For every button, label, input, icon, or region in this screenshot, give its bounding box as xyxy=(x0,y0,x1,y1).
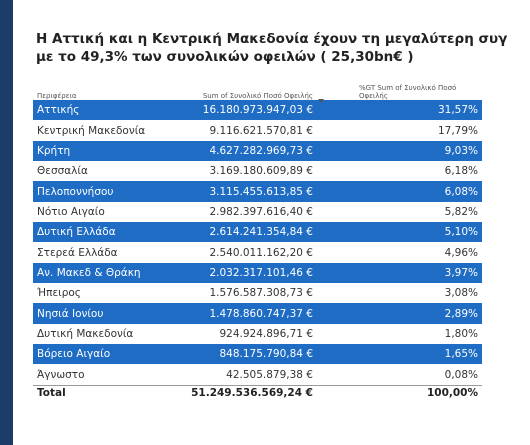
table-row: Δυτική Μακεδονία 924.924.896,71 € 1,80% xyxy=(33,324,482,344)
cell: 2.614.241.354,84 € xyxy=(209,226,313,239)
column-header[interactable]: Sum of Συνολικό Ποσό Οφειλής xyxy=(202,92,313,100)
table-row: Άγνωστο 42.505.879,38 € 0,08% xyxy=(33,364,482,384)
cell: 1.576.587.308,73 € xyxy=(209,287,313,300)
cell: Νότιο Αιγαίο xyxy=(37,205,105,218)
cell: Άγνωστο xyxy=(37,368,85,381)
cell: 3.169.180.609,89 € xyxy=(209,165,313,178)
cell: 3.115.455.613,85 € xyxy=(209,185,313,198)
cell: Αν. Μακεδ & Θράκη xyxy=(37,266,141,279)
cell: 6,18% xyxy=(444,165,478,178)
table-row: Αττικής 16.180.973.947,03 € 31,57% xyxy=(33,100,482,121)
cell: Κεντρική Μακεδονία xyxy=(37,124,146,137)
table-row: Νησιά Ιονίου 1.478.860.747,37 € 2,89% xyxy=(33,303,482,324)
title-line: Η Αττική και η Κεντρική Μακεδονία έχουν … xyxy=(36,31,508,47)
cell: 6,08% xyxy=(444,185,478,198)
cell: 2.540.011.162,20 € xyxy=(209,246,313,259)
cell: 51.249.536.569,24 € xyxy=(191,386,313,399)
cell: 5,10% xyxy=(444,226,478,239)
cell: 2.982.397.616,40 € xyxy=(209,205,313,218)
cell: 2,89% xyxy=(444,307,478,320)
table-row: Νότιο Αιγαίο 2.982.397.616,40 € 5,82% xyxy=(33,202,482,222)
cell: 0,08% xyxy=(444,368,478,381)
cell: 848.175.790,84 € xyxy=(219,348,313,361)
cell: 9,03% xyxy=(444,144,478,157)
table: Περιφέρεια Sum of Συνολικό Ποσό Οφειλής %G… xyxy=(33,84,482,400)
cell: Στερεά Ελλάδα xyxy=(37,246,118,259)
total-row: Total 51.249.536.569,24 € 100,00% xyxy=(33,384,482,400)
cell: Θεσσαλία xyxy=(37,165,88,178)
cell: 1,65% xyxy=(444,348,478,361)
cell: 1,80% xyxy=(444,327,478,340)
cell: 4.627.282.969,73 € xyxy=(209,144,313,157)
cell: 9.116.621.570,81 € xyxy=(209,124,313,137)
table-row: Κρήτη 4.627.282.969,73 € 9,03% xyxy=(33,140,482,162)
title: Η Αττική και η Κεντρική Μακεδονία έχουν … xyxy=(36,30,530,66)
cell: 100,00% xyxy=(426,386,478,399)
cell: Αττικής xyxy=(37,104,80,117)
cell: Νησιά Ιονίου xyxy=(37,307,104,320)
table-row: Βόρειο Αιγαίο 848.175.790,84 € 1,65% xyxy=(33,344,482,365)
cell: 42.505.879,38 € xyxy=(226,368,313,381)
table-row: Ήπειρος 1.576.587.308,73 € 3,08% xyxy=(33,283,482,303)
table-row: Πελοποννήσου 3.115.455.613,85 € 6,08% xyxy=(33,181,482,202)
cell: 5,82% xyxy=(444,205,478,218)
header-row: Περιφέρεια Sum of Συνολικό Ποσό Οφειλής %G… xyxy=(33,84,482,103)
cell: Βόρειο Αιγαίο xyxy=(37,348,111,361)
cell: Total xyxy=(37,386,66,399)
cell: 2.032.317.101,46 € xyxy=(209,266,313,279)
sidebar xyxy=(0,0,13,445)
cell: 3,97% xyxy=(444,266,478,279)
sort-arrow xyxy=(318,99,324,103)
table-row: Κεντρική Μακεδονία 9.116.621.570,81 € 17,7… xyxy=(33,120,482,140)
table-row: Δυτική Ελλάδα 2.614.241.354,84 € 5,10% xyxy=(33,222,482,243)
cell: 1.478.860.747,37 € xyxy=(209,307,313,320)
table-row: Αν. Μακεδ & Θράκη 2.032.317.101,46 € 3,97% xyxy=(33,262,482,284)
cell: 17,79% xyxy=(437,124,478,137)
cell: 924.924.896,71 € xyxy=(219,327,313,340)
cell: Δυτική Μακεδονία xyxy=(37,327,134,340)
cell: 3,08% xyxy=(444,287,478,300)
cell: Ήπειρος xyxy=(37,287,81,300)
table-row: Στερεά Ελλάδα 2.540.011.162,20 € 4,96% xyxy=(33,242,482,262)
column-header[interactable]: Περιφέρεια xyxy=(37,92,77,100)
column-header[interactable]: %GT Sum of Συνολικό Ποσό Οφειλής xyxy=(359,84,457,100)
cell: Κρήτη xyxy=(37,144,71,157)
cell: Δυτική Ελλάδα xyxy=(37,226,116,239)
cell: Πελοποννήσου xyxy=(37,185,114,198)
cell: 4,96% xyxy=(444,246,478,259)
cell: 16.180.973.947,03 € xyxy=(202,104,313,117)
table-row: Θεσσαλία 3.169.180.609,89 € 6,18% xyxy=(33,161,482,181)
cell: 31,57% xyxy=(437,104,478,117)
title-line: με το 49,3% των συνολικών οφειλών ( 25,3… xyxy=(36,49,414,65)
